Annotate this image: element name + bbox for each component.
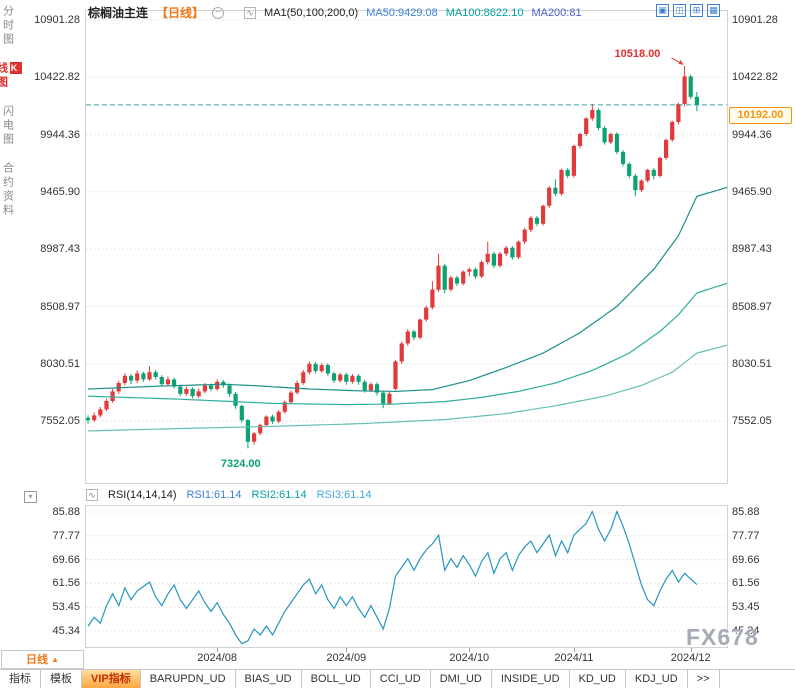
ma-indicator-icon[interactable]: ∿ — [244, 6, 257, 19]
price-axis-label: 69.66 — [52, 553, 80, 566]
rsi-panel[interactable] — [85, 505, 728, 648]
current-price-badge: 10192.00 — [729, 106, 792, 124]
indicator-tab-DMI_UD[interactable]: DMI_UD — [431, 670, 492, 688]
price-axis-label: 45.34 — [52, 625, 80, 637]
price-axis-label: 8508.97 — [732, 300, 772, 313]
x-axis-label: 2024/11 — [554, 652, 594, 664]
layout-grid-4-icon[interactable]: ⊞ — [690, 4, 703, 17]
price-axis-label: 9944.36 — [40, 128, 80, 141]
indicator-tab-指标[interactable]: 指标 — [0, 670, 41, 688]
ma100-value: MA100:8622.10 — [445, 6, 524, 19]
price-axis-label: 8030.51 — [732, 357, 772, 370]
period-selector[interactable]: 日线 ▲ — [1, 650, 84, 669]
price-axis-label: 53.45 — [732, 601, 760, 614]
x-axis-tick — [573, 648, 575, 652]
ma50-value: MA50:9429.08 — [366, 6, 438, 19]
price-axis-label: 77.77 — [732, 529, 760, 542]
indicator-tab-BIAS_UD[interactable]: BIAS_UD — [236, 670, 302, 688]
more-tabs-button[interactable]: >> — [688, 670, 720, 688]
layout-grid-6-icon[interactable]: ▦ — [707, 4, 720, 17]
rsi-indicator-icon[interactable]: ∿ — [86, 489, 98, 501]
x-axis-label: 2024/08 — [197, 652, 238, 664]
high-price-annotation: 10518.00 — [614, 47, 661, 60]
rsi-title[interactable]: RSI(14,14,14) — [108, 489, 177, 501]
period-selector-label: 日线 — [26, 654, 48, 666]
price-axis-label: 7552.05 — [732, 415, 772, 428]
collapse-panel-icon[interactable]: ▾ — [24, 491, 37, 503]
price-axis-label: 10901.28 — [732, 14, 778, 26]
price-axis-label: 53.45 — [52, 601, 80, 614]
price-axis-label: 85.88 — [732, 506, 760, 518]
price-axis-label: 10901.28 — [34, 14, 80, 26]
price-axis-label: 8030.51 — [40, 357, 80, 370]
ma-settings-label[interactable]: MA1(50,100,200,0) — [264, 6, 359, 19]
low-price-annotation: 7324.00 — [220, 458, 261, 471]
symbol-name: 棕榈油主连 — [88, 6, 149, 20]
price-axis-label: 10422.82 — [34, 71, 80, 84]
fx678-watermark: FX678 — [686, 624, 759, 650]
x-axis-label: 2024/10 — [449, 652, 490, 664]
indicator-tab-KD_UD[interactable]: KD_UD — [570, 670, 626, 688]
chart-header: 棕榈油主连 【日线】 − ∿ MA1(50,100,200,0) MA50:94… — [88, 5, 582, 20]
rsi-header: ∿ RSI(14,14,14) RSI1:61.14 RSI2:61.14 RS… — [86, 489, 372, 501]
price-axis-label: 61.56 — [52, 577, 80, 590]
indicator-tab-模板[interactable]: 模板 — [41, 670, 82, 688]
period-dropdown-arrow-icon: ▲ — [51, 655, 59, 664]
x-axis-tick — [469, 648, 471, 652]
x-axis-tick — [346, 648, 348, 652]
indicator-toolbar: 指标 模板 VIP指标 BARUPDN_UD BIAS_UD BOLL_UD CCI_UD D… — [0, 669, 795, 688]
price-axis-label: 7552.05 — [40, 415, 80, 428]
x-axis-label: 2024/12 — [670, 652, 711, 664]
chart-type-sidebar: 分时图 K 线图闪电图合约资料 — [0, 0, 22, 650]
candlestick-chart[interactable] — [85, 10, 728, 484]
indicator-tab-VIP指标[interactable]: VIP指标 — [82, 670, 141, 688]
ma200-value: MA200:81 — [531, 6, 582, 19]
sidebar-item-contract-info[interactable]: 合约资料 — [1, 162, 14, 218]
indicator-tab-INSIDE_UD[interactable]: INSIDE_UD — [492, 670, 570, 688]
price-axis-label: 9465.90 — [40, 185, 80, 198]
rsi1-value: RSI1:61.14 — [186, 489, 242, 501]
price-axis-label: 61.56 — [732, 577, 760, 590]
sidebar-item-time-chart[interactable]: 分时图 — [1, 5, 14, 47]
indicator-tab-CCI_UD[interactable]: CCI_UD — [371, 670, 431, 688]
price-axis-label: 45.34 — [732, 625, 760, 637]
x-axis-tick — [690, 648, 692, 652]
price-axis-label: 9465.90 — [732, 185, 772, 198]
indicator-tab-BARUPDN_UD[interactable]: BARUPDN_UD — [141, 670, 236, 688]
rsi3-value: RSI3:61.14 — [316, 489, 372, 501]
rsi-svg — [86, 509, 727, 645]
price-axis-label: 8508.97 — [40, 300, 80, 313]
price-axis-label: 10422.82 — [732, 71, 778, 84]
indicator-tab-BOLL_UD[interactable]: BOLL_UD — [302, 670, 371, 688]
period-label: 【日线】 — [156, 6, 205, 20]
price-axis-label: 77.77 — [52, 529, 80, 542]
price-axis-label: 9944.36 — [732, 128, 772, 141]
sidebar-item-flash-chart[interactable]: 闪电图 — [1, 105, 14, 147]
candlestick-svg — [85, 19, 728, 449]
zoom-out-icon[interactable]: − — [212, 6, 225, 19]
layout-split-2-icon[interactable]: ◫ — [673, 4, 686, 17]
indicator-tab-KDJ_UD[interactable]: KDJ_UD — [626, 670, 688, 688]
x-axis-label: 2024/09 — [326, 652, 367, 664]
sidebar-item-kline-chart[interactable]: K 线图 — [0, 62, 22, 90]
price-axis-label: 8987.43 — [732, 243, 772, 256]
x-axis-tick — [217, 648, 219, 652]
rsi2-value: RSI2:61.14 — [251, 489, 307, 501]
price-axis-label: 8987.43 — [40, 243, 80, 256]
k-line-badge: K — [9, 62, 22, 74]
price-axis-label: 69.66 — [732, 553, 760, 566]
price-axis-label: 85.88 — [52, 506, 80, 518]
layout-single-icon[interactable]: ▣ — [656, 4, 669, 17]
chart-layout-icons: ▣ ◫ ⊞ ▦ — [656, 4, 720, 17]
